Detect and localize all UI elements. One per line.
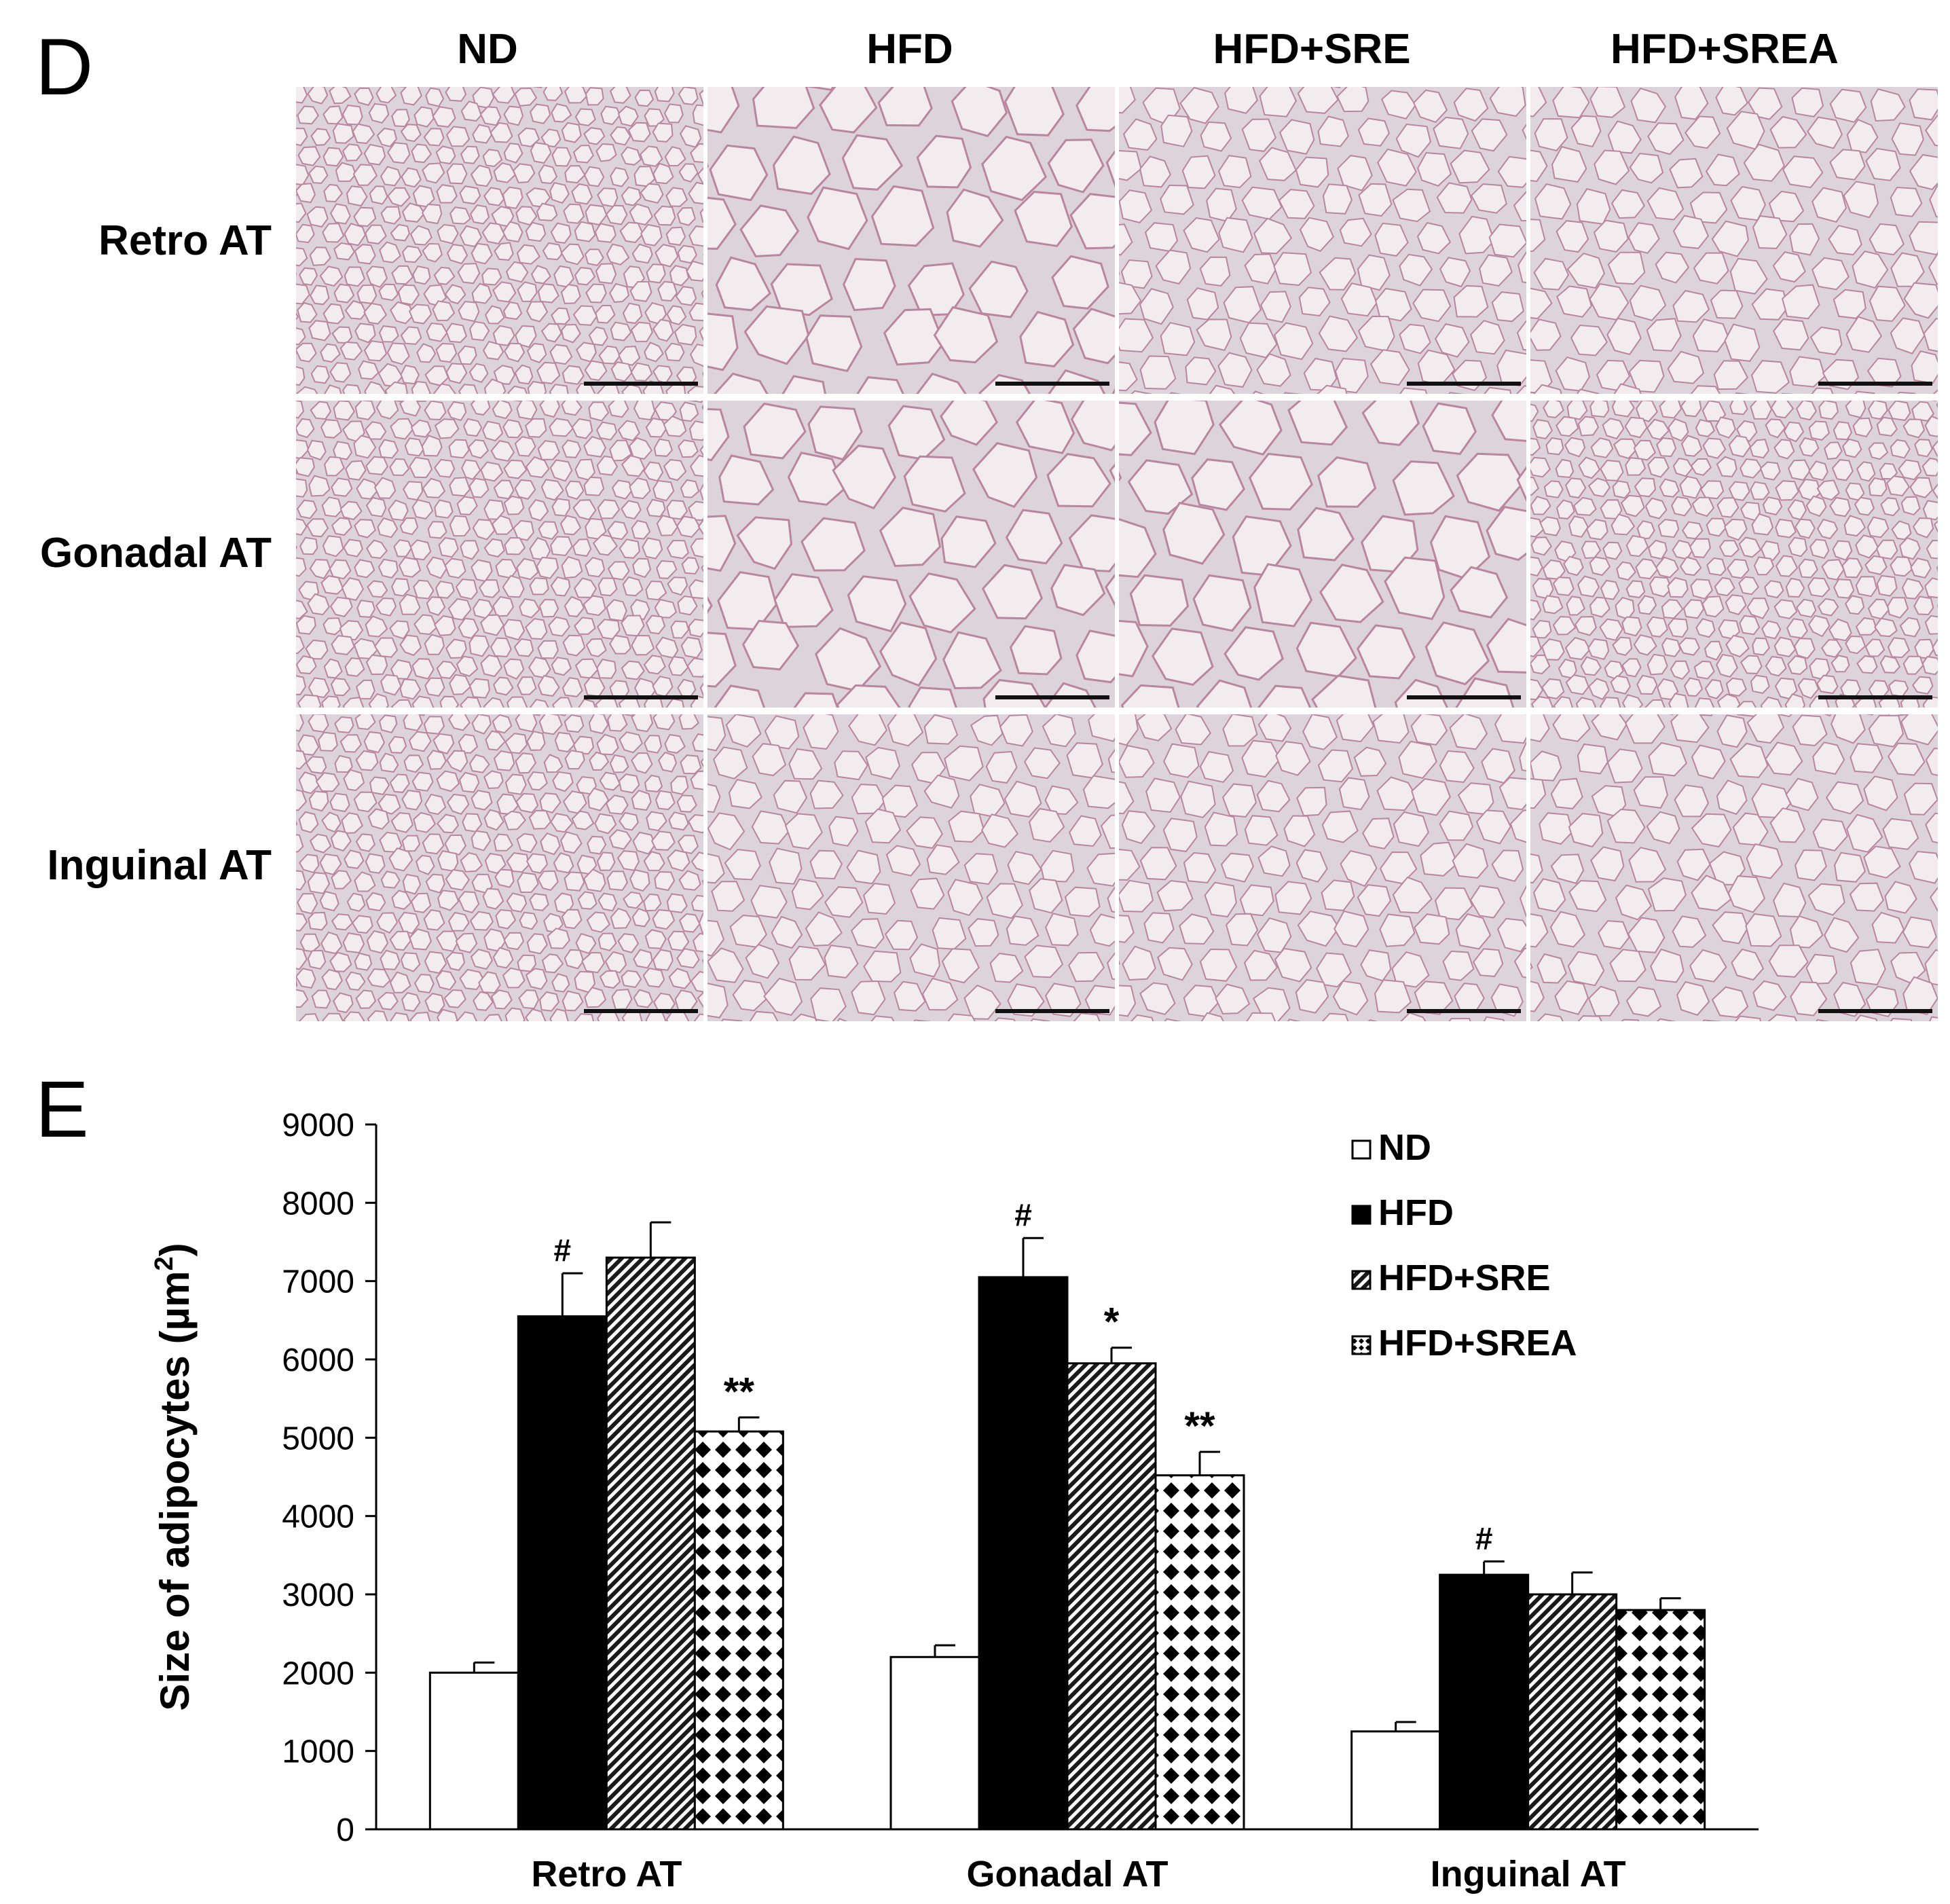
- histology-image-1-3: [1119, 87, 1526, 394]
- scale-bar: [1407, 382, 1521, 386]
- bar-hfd-srea-0: [693, 1430, 784, 1831]
- row-label-gonadal-at: Gonadal AT: [40, 530, 272, 576]
- panel-d-letter: D: [35, 22, 94, 112]
- row-label-inguinal-at: Inguinal AT: [47, 842, 272, 889]
- bar-nd-2: [1350, 1730, 1441, 1831]
- bar-hfd-2: [1439, 1573, 1530, 1831]
- bar-hfd-1: [978, 1276, 1069, 1831]
- y-tick-label: 0: [336, 1812, 354, 1848]
- histology-image-2-2: [707, 401, 1115, 708]
- bar-hfd-sre-2: [1527, 1593, 1618, 1831]
- scale-bar: [1818, 695, 1932, 699]
- legend-entry: ND: [1378, 1127, 1431, 1168]
- scale-bar: [995, 695, 1109, 699]
- y-tick-label: 3000: [282, 1577, 354, 1613]
- scale-bar: [1407, 1009, 1521, 1013]
- y-tick-label: 4000: [282, 1499, 354, 1535]
- legend-swatch: [1351, 1205, 1372, 1225]
- column-header-hfd-sre: HFD+SRE: [1213, 26, 1411, 73]
- scale-bar: [1818, 1009, 1932, 1013]
- significance-marker: #: [554, 1232, 572, 1268]
- legend-entry: HFD+SRE: [1378, 1258, 1551, 1298]
- legend-swatch: [1351, 1139, 1372, 1160]
- legend-entry: HFD: [1378, 1192, 1454, 1233]
- y-tick-label: 1000: [282, 1734, 354, 1770]
- histology-image-2-3: [1119, 401, 1526, 708]
- histology-image-2-4: [1530, 401, 1938, 708]
- histology-image-2-1: [296, 401, 703, 708]
- y-tick-label: 2000: [282, 1655, 354, 1691]
- bar-hfd-sre-0: [605, 1256, 696, 1831]
- y-tick-label: 6000: [282, 1342, 354, 1378]
- histology-image-3-1: [296, 714, 703, 1021]
- scale-bar: [584, 382, 698, 386]
- histology-image-1-1: [296, 87, 703, 394]
- scale-bar: [584, 695, 698, 699]
- y-tick-label: 5000: [282, 1421, 354, 1457]
- y-axis-label: Size of adipocytes (µm2): [150, 1243, 198, 1710]
- legend-entry: HFD+SREA: [1378, 1323, 1577, 1363]
- histology-image-3-4: [1530, 714, 1938, 1021]
- significance-marker: #: [1014, 1197, 1032, 1232]
- y-tick-label: 9000: [282, 1107, 354, 1143]
- scale-bar: [1407, 695, 1521, 699]
- scale-bar: [1818, 382, 1932, 386]
- bar-hfd-sre-1: [1066, 1362, 1157, 1831]
- significance-marker: *: [1104, 1300, 1120, 1344]
- column-header-hfd: HFD: [866, 26, 953, 73]
- scale-bar: [584, 1009, 698, 1013]
- scale-bar: [995, 1009, 1109, 1013]
- bar-hfd-srea-1: [1154, 1474, 1245, 1831]
- adipocyte-size-bar-chart: 0 1000 2000 3000 4000 5000 6000 7000 8000 9000 Siz…: [150, 1107, 1759, 1894]
- bar-nd-1: [889, 1655, 980, 1831]
- histology-image-1-4: [1530, 87, 1938, 394]
- x-category-label: Gonadal AT: [967, 1854, 1169, 1894]
- bar-hfd-0: [517, 1315, 608, 1831]
- row-label-retro-at: Retro AT: [98, 217, 272, 264]
- significance-marker: **: [1184, 1404, 1215, 1448]
- x-category-label: Retro AT: [531, 1854, 682, 1894]
- y-tick-label: 8000: [282, 1186, 354, 1222]
- legend-swatch: [1351, 1270, 1372, 1290]
- y-tick-label: 7000: [282, 1264, 354, 1300]
- histology-image-3-3: [1119, 714, 1526, 1021]
- bar-hfd-srea-2: [1615, 1609, 1706, 1831]
- scale-bar: [995, 382, 1109, 386]
- significance-marker: #: [1475, 1521, 1493, 1556]
- significance-marker: **: [724, 1370, 755, 1414]
- histology-image-1-2: [707, 87, 1115, 394]
- column-header-hfd-srea: HFD+SREA: [1611, 26, 1839, 73]
- panel-e-letter: E: [35, 1065, 89, 1154]
- bar-nd-0: [428, 1671, 519, 1831]
- histology-image-3-2: [707, 714, 1115, 1021]
- column-header-nd: ND: [457, 26, 518, 73]
- legend-swatch: [1351, 1335, 1372, 1355]
- x-category-label: Inguinal AT: [1431, 1854, 1626, 1894]
